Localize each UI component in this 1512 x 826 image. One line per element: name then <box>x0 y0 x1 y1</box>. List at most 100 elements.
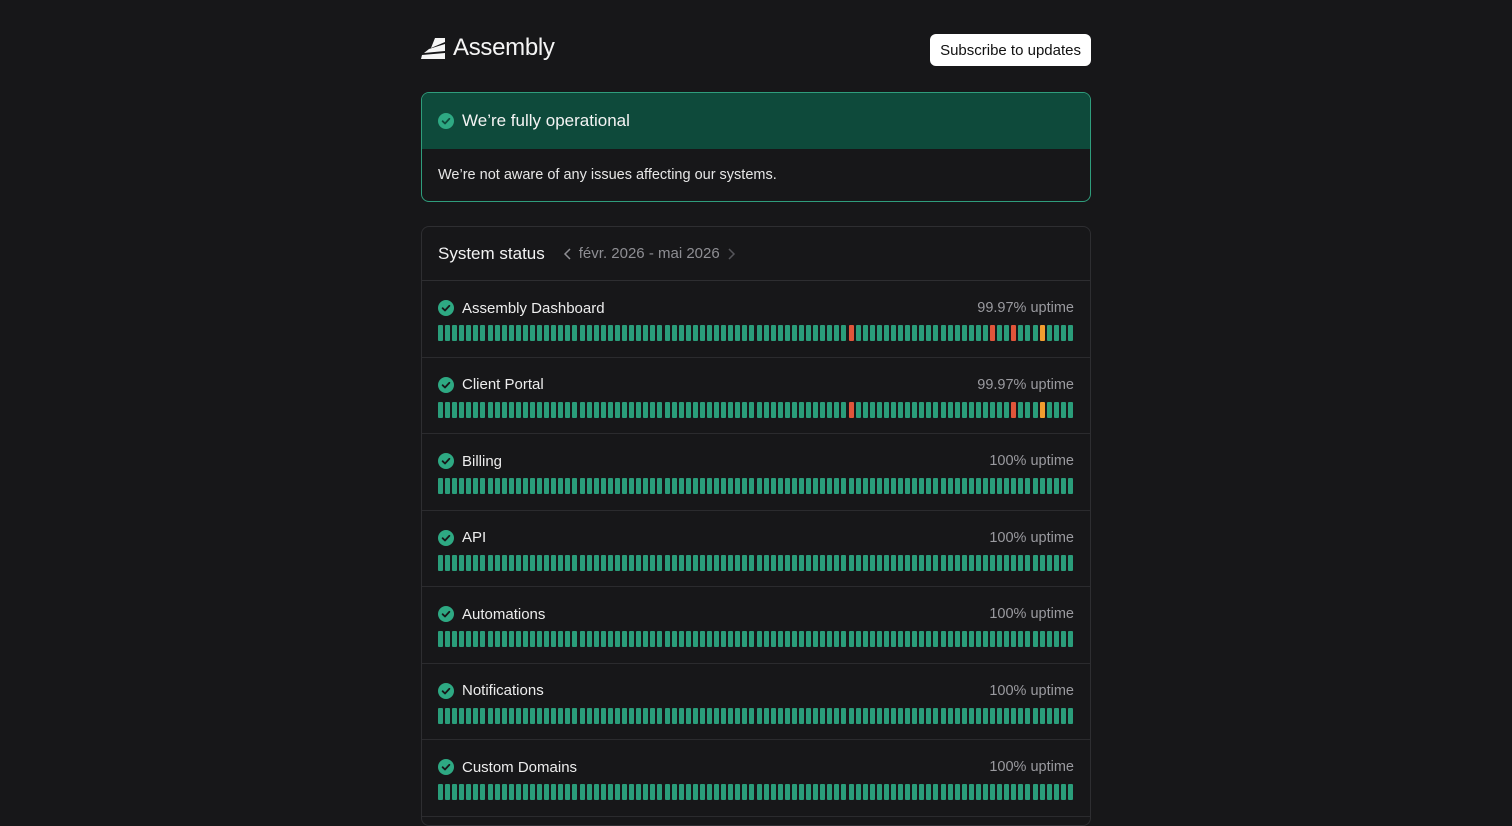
uptime-day-bar[interactable] <box>1004 325 1010 341</box>
uptime-day-bar[interactable] <box>494 784 500 800</box>
uptime-day-bar[interactable] <box>862 707 868 724</box>
uptime-day-bar[interactable] <box>522 401 528 418</box>
uptime-day-bar[interactable] <box>1067 784 1073 800</box>
uptime-day-bar[interactable] <box>1053 707 1059 724</box>
uptime-day-bar[interactable] <box>466 325 472 341</box>
uptime-day-bar[interactable] <box>558 707 564 724</box>
uptime-day-bar[interactable] <box>629 631 635 647</box>
uptime-day-bar[interactable] <box>756 478 762 494</box>
uptime-day-bar[interactable] <box>855 401 861 418</box>
uptime-day-bar[interactable] <box>813 784 819 800</box>
uptime-day-bar[interactable] <box>1053 631 1059 647</box>
uptime-day-bar[interactable] <box>445 784 451 800</box>
uptime-day-bar[interactable] <box>501 478 507 494</box>
chevron-left-icon[interactable] <box>563 247 573 261</box>
uptime-day-bar[interactable] <box>777 707 783 724</box>
uptime-day-bar[interactable] <box>983 784 989 800</box>
uptime-day-bar[interactable] <box>1018 325 1024 341</box>
uptime-day-bar[interactable] <box>607 631 613 647</box>
uptime-day-bar[interactable] <box>876 784 882 800</box>
uptime-day-bar[interactable] <box>968 707 974 724</box>
uptime-day-bar[interactable] <box>473 631 479 647</box>
uptime-day-bar[interactable] <box>975 554 981 571</box>
uptime-day-bar[interactable] <box>749 784 755 800</box>
uptime-day-bar[interactable] <box>905 707 911 724</box>
uptime-day-bar[interactable] <box>558 631 564 647</box>
uptime-day-bar[interactable] <box>954 784 960 800</box>
uptime-day-bar[interactable] <box>487 478 493 494</box>
uptime-day-bar[interactable] <box>678 325 684 341</box>
uptime-day-bar[interactable] <box>905 478 911 494</box>
uptime-day-bar[interactable] <box>940 554 946 571</box>
uptime-day-bar[interactable] <box>735 707 741 724</box>
uptime-day-bar[interactable] <box>593 707 599 724</box>
uptime-day-bar[interactable] <box>487 554 493 571</box>
uptime-day-bar[interactable] <box>749 707 755 724</box>
uptime-day-bar[interactable] <box>983 707 989 724</box>
uptime-day-bar[interactable] <box>813 401 819 418</box>
uptime-day-bar[interactable] <box>827 325 833 341</box>
uptime-day-bar[interactable] <box>912 401 918 418</box>
uptime-day-bar[interactable] <box>579 401 585 418</box>
uptime-day-bar[interactable] <box>926 478 932 494</box>
uptime-day-bar[interactable] <box>480 784 486 800</box>
uptime-day-bar[interactable] <box>593 631 599 647</box>
uptime-day-bar[interactable] <box>763 401 769 418</box>
uptime-day-bar[interactable] <box>593 478 599 494</box>
uptime-day-bar[interactable] <box>806 401 812 418</box>
uptime-day-bar[interactable] <box>954 554 960 571</box>
uptime-day-bar[interactable] <box>579 478 585 494</box>
uptime-day-bar[interactable] <box>643 707 649 724</box>
uptime-day-bar[interactable] <box>629 707 635 724</box>
uptime-day-bar[interactable] <box>891 401 896 418</box>
uptime-day-bar[interactable] <box>445 631 451 647</box>
uptime-day-bar[interactable] <box>798 401 804 418</box>
uptime-day-bar[interactable] <box>770 325 776 341</box>
uptime-day-bar[interactable] <box>990 478 996 494</box>
chevron-right-icon[interactable] <box>726 247 736 261</box>
uptime-day-bar[interactable] <box>990 554 996 571</box>
uptime-day-bar[interactable] <box>522 707 528 724</box>
uptime-day-bar[interactable] <box>827 478 833 494</box>
uptime-day-bar[interactable] <box>544 707 550 724</box>
uptime-day-bar[interactable] <box>544 401 550 418</box>
uptime-day-bar[interactable] <box>508 707 514 724</box>
uptime-day-bar[interactable] <box>891 631 896 647</box>
uptime-day-bar[interactable] <box>565 401 571 418</box>
uptime-day-bar[interactable] <box>961 325 967 341</box>
uptime-day-bar[interactable] <box>494 554 500 571</box>
uptime-day-bar[interactable] <box>622 325 628 341</box>
uptime-day-bar[interactable] <box>898 325 904 341</box>
uptime-day-bar[interactable] <box>1025 784 1031 800</box>
uptime-day-bar[interactable] <box>806 478 812 494</box>
uptime-day-bar[interactable] <box>841 631 847 647</box>
uptime-day-bar[interactable] <box>438 631 443 647</box>
uptime-day-bar[interactable] <box>1060 554 1066 571</box>
uptime-day-bar[interactable] <box>813 554 819 571</box>
uptime-day-bar[interactable] <box>1025 554 1031 571</box>
uptime-day-bar[interactable] <box>919 707 925 724</box>
uptime-day-bar[interactable] <box>551 631 557 647</box>
uptime-day-bar[interactable] <box>813 325 819 341</box>
uptime-day-bar[interactable] <box>657 554 663 571</box>
uptime-day-bar[interactable] <box>1004 631 1010 647</box>
uptime-day-bar[interactable] <box>706 325 712 341</box>
uptime-day-bar[interactable] <box>947 784 953 800</box>
uptime-day-bar[interactable] <box>862 631 868 647</box>
uptime-day-bar[interactable] <box>501 401 507 418</box>
uptime-day-bar[interactable] <box>544 478 550 494</box>
uptime-day-bar[interactable] <box>614 554 620 571</box>
uptime-day-bar[interactable] <box>445 707 451 724</box>
uptime-day-bar[interactable] <box>480 707 486 724</box>
uptime-day-bar[interactable] <box>841 478 847 494</box>
uptime-day-bar[interactable] <box>883 784 889 800</box>
uptime-day-bar[interactable] <box>459 784 465 800</box>
uptime-day-bar[interactable] <box>791 325 797 341</box>
uptime-day-bar[interactable] <box>1067 478 1073 494</box>
uptime-day-bar[interactable] <box>968 631 974 647</box>
uptime-day-bar[interactable] <box>961 631 967 647</box>
uptime-day-bar[interactable] <box>1053 784 1059 800</box>
uptime-day-bar[interactable] <box>721 784 727 800</box>
uptime-day-bar[interactable] <box>671 325 677 341</box>
uptime-day-bar[interactable] <box>1032 784 1038 800</box>
